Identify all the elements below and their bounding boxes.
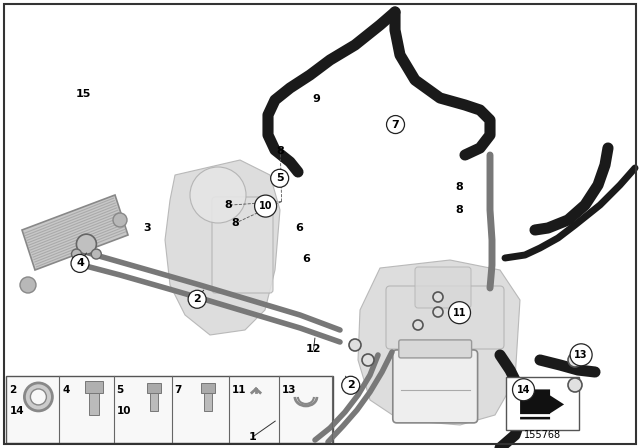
- Bar: [204, 393, 212, 411]
- Text: 12: 12: [306, 345, 321, 354]
- Text: 8: 8: [456, 182, 463, 192]
- Circle shape: [255, 195, 276, 217]
- Circle shape: [342, 376, 360, 394]
- Circle shape: [362, 354, 374, 366]
- Circle shape: [387, 116, 404, 134]
- Text: 3: 3: [143, 223, 151, 233]
- Text: 7: 7: [392, 120, 399, 129]
- Text: 5: 5: [116, 385, 124, 395]
- Circle shape: [413, 320, 423, 330]
- Bar: [85, 381, 103, 393]
- Text: 155768: 155768: [524, 431, 561, 440]
- Bar: [201, 383, 215, 393]
- Bar: [6, 376, 333, 443]
- Circle shape: [24, 383, 52, 411]
- Text: 4: 4: [63, 385, 70, 395]
- Text: 2: 2: [347, 380, 355, 390]
- Text: 11: 11: [232, 385, 246, 395]
- FancyBboxPatch shape: [393, 350, 477, 423]
- Text: 6: 6: [302, 254, 310, 264]
- Text: 14: 14: [10, 406, 24, 416]
- FancyBboxPatch shape: [386, 286, 504, 349]
- Text: 6: 6: [296, 223, 303, 233]
- Polygon shape: [165, 160, 280, 335]
- Text: 8: 8: [232, 218, 239, 228]
- Circle shape: [188, 290, 206, 308]
- Text: 13: 13: [574, 350, 588, 360]
- Text: 11: 11: [452, 308, 467, 318]
- Circle shape: [92, 249, 101, 259]
- Text: 4: 4: [76, 258, 84, 268]
- Text: 2: 2: [193, 294, 201, 304]
- Bar: [89, 393, 99, 415]
- Text: 13: 13: [282, 385, 296, 395]
- Circle shape: [113, 213, 127, 227]
- Text: 1: 1: [249, 432, 257, 442]
- Circle shape: [20, 277, 36, 293]
- Text: 8: 8: [276, 146, 284, 156]
- Bar: [506, 377, 579, 430]
- FancyBboxPatch shape: [415, 267, 471, 308]
- Bar: [147, 383, 161, 393]
- Text: 14: 14: [516, 385, 531, 395]
- Polygon shape: [358, 260, 520, 425]
- Circle shape: [31, 389, 46, 405]
- Circle shape: [271, 169, 289, 187]
- Text: 8: 8: [456, 205, 463, 215]
- Circle shape: [449, 302, 470, 324]
- Circle shape: [568, 353, 582, 367]
- Text: 15: 15: [76, 89, 91, 99]
- Polygon shape: [22, 195, 128, 270]
- Circle shape: [433, 292, 443, 302]
- Text: 7: 7: [174, 385, 182, 395]
- FancyBboxPatch shape: [399, 340, 472, 358]
- Text: 8: 8: [225, 200, 232, 210]
- Circle shape: [568, 378, 582, 392]
- Circle shape: [513, 379, 534, 401]
- Circle shape: [349, 339, 361, 351]
- Bar: [150, 393, 157, 411]
- FancyBboxPatch shape: [212, 197, 273, 293]
- Text: 9: 9: [313, 94, 321, 103]
- Circle shape: [76, 234, 97, 254]
- Text: 10: 10: [259, 201, 273, 211]
- Circle shape: [190, 167, 246, 223]
- Circle shape: [71, 254, 89, 272]
- Circle shape: [72, 249, 81, 259]
- Circle shape: [433, 307, 443, 317]
- Text: 5: 5: [276, 173, 284, 183]
- Text: 10: 10: [116, 406, 131, 416]
- Circle shape: [570, 344, 592, 366]
- Polygon shape: [520, 389, 564, 419]
- Text: 2: 2: [10, 385, 17, 395]
